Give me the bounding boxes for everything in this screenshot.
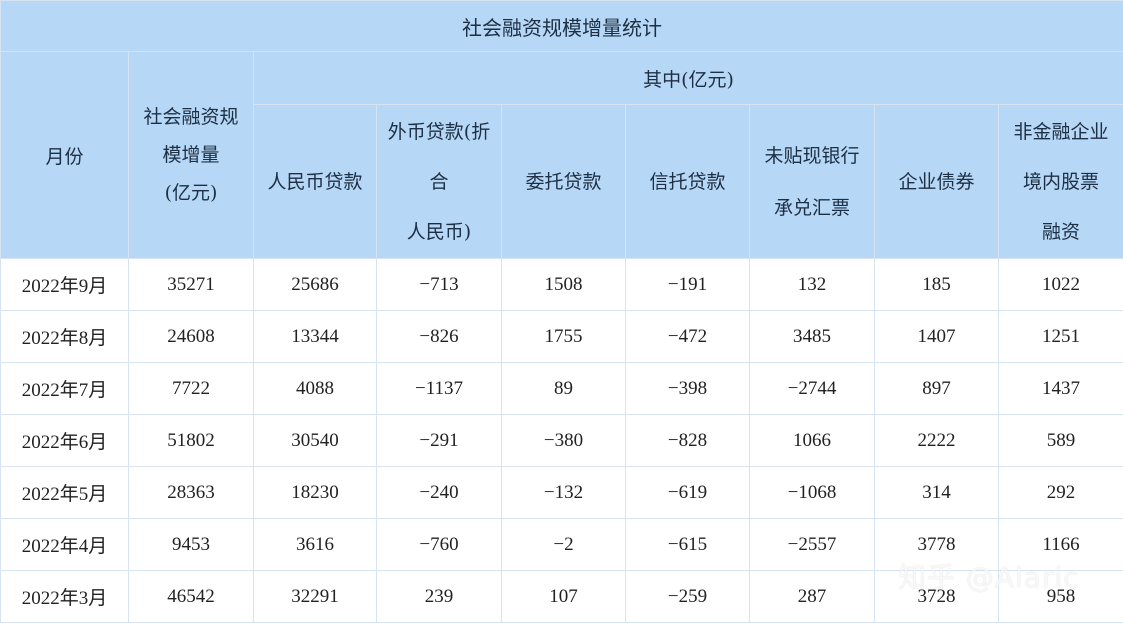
- table-row: 2022年4月 9453 3616 −760 −2 −615 −2557 3778 1166: [0, 518, 1123, 571]
- value-cell: 18230: [253, 466, 377, 519]
- value-cell: 589: [997, 414, 1123, 467]
- value-cell: 1251: [997, 310, 1123, 363]
- month-cell: 2022年4月: [0, 518, 129, 571]
- value-cell: −132: [501, 466, 626, 519]
- value-cell: 958: [997, 570, 1123, 623]
- header-equity-financing-line-1: 非金融企业: [1013, 120, 1109, 143]
- value-cell: 3616: [253, 518, 377, 571]
- value-cell: −615: [625, 518, 750, 571]
- header-equity-financing: 非金融企业境内股票融资: [997, 104, 1123, 259]
- value-cell: 132: [749, 258, 875, 311]
- header-fx-loans-line-1: 外币贷款(折: [387, 120, 491, 143]
- value-cell: 1022: [997, 258, 1123, 311]
- watermark: 知乎 @Alaric: [898, 561, 1080, 594]
- value-cell: −259: [625, 570, 750, 623]
- value-cell: 1508: [501, 258, 626, 311]
- month-cell: 2022年3月: [0, 570, 129, 623]
- value-cell: −398: [625, 362, 750, 415]
- value-cell: −240: [376, 466, 502, 519]
- header-equity-financing-line-2: 境内股票: [1023, 170, 1100, 193]
- header-total-line-1: 社会融资规: [143, 106, 239, 128]
- header-trust-loans: 信托贷款: [625, 104, 750, 259]
- header-rmb-loans: 人民币贷款: [253, 104, 377, 259]
- header-entrusted-loans: 委托贷款: [501, 104, 626, 259]
- header-total: 社会融资规 模增量 (亿元): [128, 51, 254, 259]
- value-cell: −2557: [749, 518, 875, 571]
- value-cell: 314: [874, 466, 999, 519]
- value-cell: −2744: [749, 362, 875, 415]
- value-cell: −191: [625, 258, 750, 311]
- value-cell: −1137: [376, 362, 502, 415]
- value-cell: 32291: [253, 570, 377, 623]
- header-trust-loans-line-1: 信托贷款: [649, 170, 726, 193]
- value-cell: −291: [376, 414, 502, 467]
- table-row: 2022年5月 28363 18230 −240 −132 −619 −1068 314 292: [0, 466, 1123, 519]
- value-cell: 2222: [874, 414, 999, 467]
- header-corporate-bonds: 企业债券: [874, 104, 999, 259]
- header-group: 其中(亿元): [252, 51, 1123, 105]
- header-corporate-bonds-line-1: 企业债券: [898, 170, 975, 193]
- header-total-line-2: 模增量: [162, 144, 220, 166]
- header-entrusted-loans-line-1: 委托贷款: [525, 170, 602, 193]
- value-cell: 7722: [128, 362, 254, 415]
- value-cell: 9453: [128, 518, 254, 571]
- table-title: 社会融资规模增量统计: [0, 0, 1123, 52]
- table-row: 2022年9月 35271 25686 −713 1508 −191 132 185 1022: [0, 258, 1123, 311]
- value-cell: 28363: [128, 466, 254, 519]
- value-cell: −760: [376, 518, 502, 571]
- value-cell: 287: [749, 570, 875, 623]
- header-fx-loans-line-2: 合: [429, 170, 449, 193]
- table-row: 2022年7月 7722 4088 −1137 89 −398 −2744 897 1437: [0, 362, 1123, 415]
- value-cell: 4088: [253, 362, 377, 415]
- header-total-line-3: (亿元): [164, 182, 218, 204]
- value-cell: −828: [625, 414, 750, 467]
- value-cell: 239: [376, 570, 502, 623]
- header-undiscounted-bills: 未贴现银行 承兑汇票: [749, 104, 875, 259]
- header-fx-loans-line-3: 人民币): [406, 220, 472, 243]
- header-undiscounted-bills-line-2: 承兑汇票: [773, 196, 850, 219]
- header-equity-financing-line-3: 融资: [1042, 220, 1081, 243]
- month-cell: 2022年8月: [0, 310, 129, 363]
- value-cell: 46542: [128, 570, 254, 623]
- value-cell: 13344: [253, 310, 377, 363]
- value-cell: 3485: [749, 310, 875, 363]
- value-cell: 35271: [128, 258, 254, 311]
- value-cell: −380: [501, 414, 626, 467]
- value-cell: 1066: [749, 414, 875, 467]
- value-cell: 25686: [253, 258, 377, 311]
- value-cell: 107: [501, 570, 626, 623]
- month-cell: 2022年6月: [0, 414, 129, 467]
- value-cell: −619: [625, 466, 750, 519]
- value-cell: 51802: [128, 414, 254, 467]
- value-cell: 1755: [501, 310, 626, 363]
- value-cell: 3778: [874, 518, 999, 571]
- value-cell: 185: [874, 258, 999, 311]
- header-fx-loans: 外币贷款(折合人民币): [376, 104, 502, 259]
- header-undiscounted-bills-line-1: 未贴现银行: [764, 144, 860, 167]
- value-cell: 30540: [253, 414, 377, 467]
- header-month: 月份: [0, 51, 129, 259]
- value-cell: −713: [376, 258, 502, 311]
- value-cell: −826: [376, 310, 502, 363]
- month-cell: 2022年5月: [0, 466, 129, 519]
- table-row: 2022年3月 46542 32291 239 107 −259 287 3728 958: [0, 570, 1123, 623]
- table-row: 2022年6月 51802 30540 −291 −380 −828 1066 2222 589: [0, 414, 1123, 467]
- value-cell: 292: [997, 466, 1123, 519]
- month-cell: 2022年7月: [0, 362, 129, 415]
- value-cell: −1068: [749, 466, 875, 519]
- table-row: 2022年8月 24608 13344 −826 1755 −472 3485 1407 125…: [0, 310, 1123, 363]
- value-cell: −2: [501, 518, 626, 571]
- header-rmb-loans-line-1: 人民币贷款: [267, 170, 363, 193]
- value-cell: 897: [874, 362, 999, 415]
- value-cell: 1166: [997, 518, 1123, 571]
- value-cell: 1437: [997, 362, 1123, 415]
- value-cell: −472: [625, 310, 750, 363]
- value-cell: 3728: [874, 570, 999, 623]
- month-cell: 2022年9月: [0, 258, 129, 311]
- value-cell: 24608: [128, 310, 254, 363]
- value-cell: 89: [501, 362, 626, 415]
- value-cell: 1407: [874, 310, 999, 363]
